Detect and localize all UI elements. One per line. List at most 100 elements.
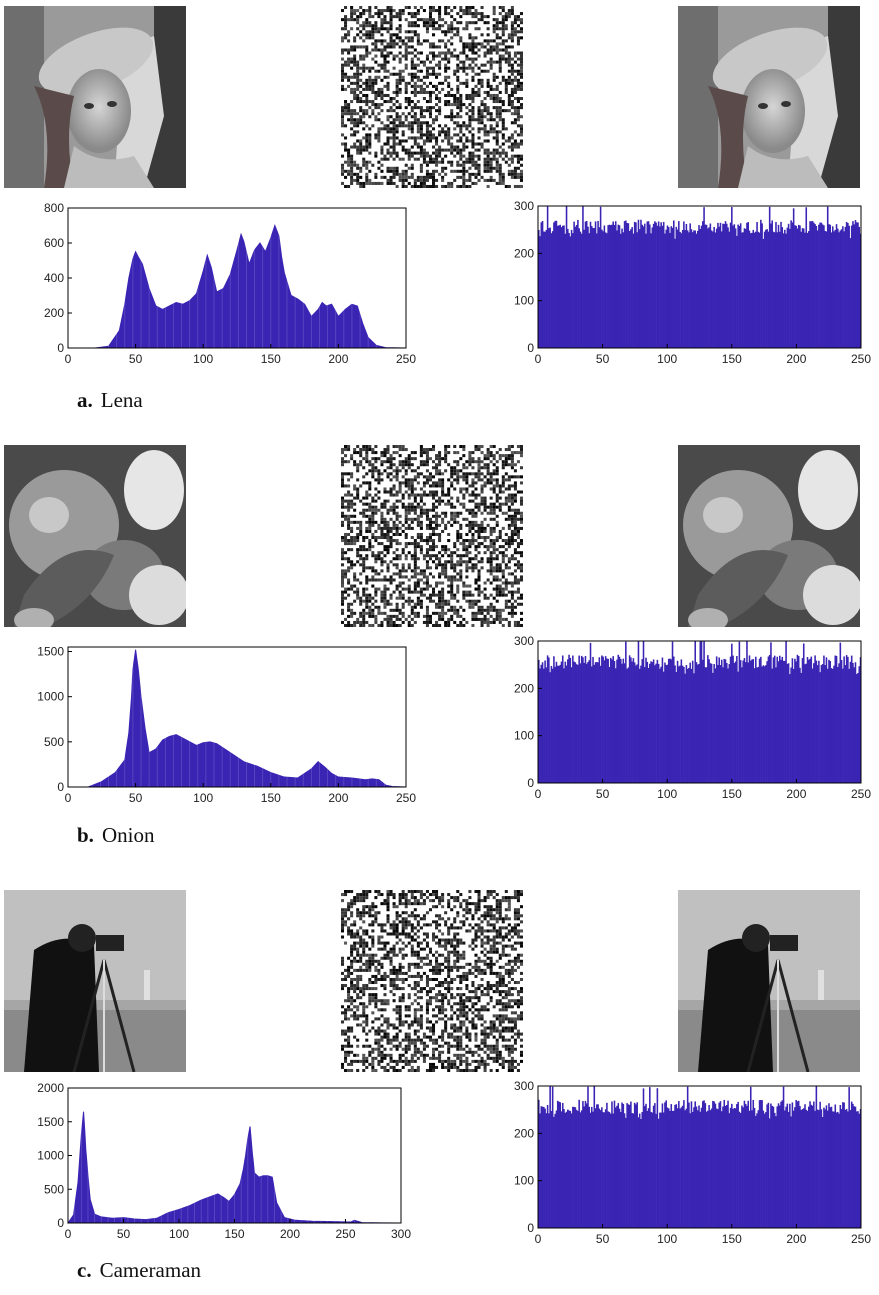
noise-pixel bbox=[516, 109, 520, 113]
histogram-bar bbox=[790, 667, 792, 783]
noise-pixel bbox=[435, 505, 439, 509]
noise-pixel bbox=[410, 24, 414, 28]
noise-pixel bbox=[462, 103, 466, 107]
noise-pixel bbox=[516, 57, 520, 61]
noise-pixel bbox=[347, 587, 351, 591]
noise-pixel bbox=[447, 499, 451, 503]
noise-pixel bbox=[468, 9, 472, 13]
noise-pixel bbox=[513, 451, 517, 455]
noise-pixel bbox=[389, 971, 393, 975]
noise-pixel bbox=[489, 560, 493, 564]
noise-pixel bbox=[471, 490, 475, 494]
noise-pixel bbox=[516, 475, 520, 479]
noise-pixel bbox=[456, 87, 460, 91]
noise-pixel bbox=[392, 124, 396, 128]
noise-pixel bbox=[359, 454, 363, 458]
noise-pixel bbox=[486, 15, 490, 19]
noise-pixel bbox=[516, 112, 520, 116]
noise-pixel bbox=[495, 106, 499, 110]
noise-pixel bbox=[401, 1053, 405, 1057]
noise-pixel bbox=[492, 478, 496, 482]
noise-pixel bbox=[341, 923, 345, 927]
noise-pixel bbox=[374, 75, 378, 79]
noise-pixel bbox=[438, 551, 442, 555]
histogram-bar bbox=[580, 233, 583, 348]
noise-pixel bbox=[513, 529, 517, 533]
noise-pixel bbox=[422, 87, 426, 91]
lena-original-image-drawing bbox=[4, 6, 186, 188]
noise-pixel bbox=[359, 614, 363, 618]
noise-pixel bbox=[392, 145, 396, 149]
noise-pixel bbox=[438, 172, 442, 176]
noise-pixel bbox=[341, 1005, 345, 1009]
noise-pixel bbox=[416, 578, 420, 582]
noise-pixel bbox=[468, 457, 472, 461]
noise-pixel bbox=[374, 896, 378, 900]
noise-pixel bbox=[428, 154, 432, 158]
noise-pixel bbox=[504, 151, 508, 155]
histogram-bar bbox=[729, 222, 732, 348]
noise-pixel bbox=[447, 66, 451, 70]
noise-pixel bbox=[413, 15, 417, 19]
noise-pixel bbox=[398, 572, 402, 576]
noise-pixel bbox=[392, 1065, 396, 1069]
noise-pixel bbox=[404, 1044, 408, 1048]
noise-pixel bbox=[365, 451, 369, 455]
onion-plain-histogram: 0 50 100 150 200 250 0 500 1000 1500 bbox=[30, 641, 420, 816]
noise-pixel bbox=[386, 599, 390, 603]
noise-pixel bbox=[359, 529, 363, 533]
noise-pixel bbox=[480, 478, 484, 482]
noise-pixel bbox=[471, 136, 475, 140]
noise-pixel bbox=[435, 118, 439, 122]
noise-pixel bbox=[353, 48, 357, 52]
histogram-bar bbox=[578, 228, 580, 348]
noise-pixel bbox=[356, 620, 360, 624]
noise-pixel bbox=[450, 103, 454, 107]
histogram-bar bbox=[625, 220, 627, 348]
noise-pixel bbox=[395, 478, 399, 482]
noise-pixel bbox=[474, 566, 478, 570]
noise-pixel bbox=[359, 581, 363, 585]
noise-pixel bbox=[404, 54, 408, 58]
noise-pixel bbox=[465, 620, 469, 624]
noise-pixel bbox=[419, 514, 423, 518]
noise-pixel bbox=[419, 496, 423, 500]
noise-pixel bbox=[398, 1041, 402, 1045]
noise-pixel bbox=[353, 536, 357, 540]
noise-pixel bbox=[474, 27, 478, 31]
noise-pixel bbox=[489, 51, 493, 55]
noise-pixel bbox=[371, 508, 375, 512]
noise-pixel bbox=[501, 75, 505, 79]
histogram-bar bbox=[546, 206, 549, 348]
noise-pixel bbox=[377, 469, 381, 473]
noise-pixel bbox=[419, 130, 423, 134]
noise-pixel bbox=[365, 54, 369, 58]
noise-pixel bbox=[480, 487, 484, 491]
noise-pixel bbox=[356, 463, 360, 467]
noise-pixel bbox=[465, 478, 469, 482]
noise-pixel bbox=[425, 539, 429, 543]
histogram-bar bbox=[712, 672, 714, 783]
noise-pixel bbox=[477, 590, 481, 594]
noise-pixel bbox=[492, 157, 496, 161]
noise-pixel bbox=[419, 448, 423, 452]
noise-pixel bbox=[483, 54, 487, 58]
noise-pixel bbox=[513, 599, 517, 603]
noise-pixel bbox=[504, 487, 508, 491]
histogram-bar bbox=[806, 657, 809, 783]
noise-pixel bbox=[498, 590, 502, 594]
noise-pixel bbox=[347, 169, 351, 173]
noise-pixel bbox=[501, 481, 505, 485]
noise-pixel bbox=[407, 590, 411, 594]
noise-pixel bbox=[486, 536, 490, 540]
noise-pixel bbox=[374, 1041, 378, 1045]
histogram-bar bbox=[805, 663, 808, 783]
noise-pixel bbox=[350, 902, 354, 906]
noise-pixel bbox=[368, 36, 372, 40]
noise-pixel bbox=[498, 620, 502, 624]
histogram-bar bbox=[823, 655, 825, 783]
noise-pixel bbox=[441, 608, 445, 612]
noise-pixel bbox=[483, 130, 487, 134]
noise-pixel bbox=[419, 593, 423, 597]
noise-pixel bbox=[353, 563, 357, 567]
